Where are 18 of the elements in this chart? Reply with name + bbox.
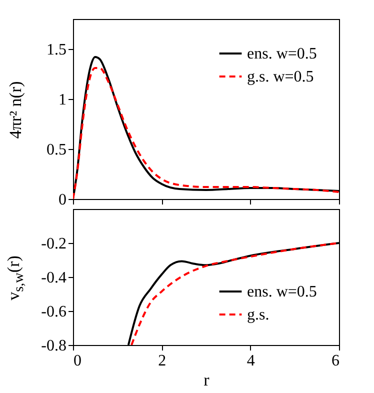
legend-label: g.s. w=0.5 (247, 68, 314, 86)
y-tick-label: -0.8 (41, 338, 66, 354)
y-tick-label: 0 (58, 192, 66, 208)
legend-label: ens. w=0.5 (247, 284, 317, 300)
x-axis-title: r (204, 370, 210, 390)
y-tick-label: 1.5 (46, 42, 66, 58)
x-tick-label: 2 (158, 352, 166, 370)
y-tick-label: -0.2 (41, 236, 66, 252)
y-tick-label: -0.4 (41, 270, 66, 286)
x-tick-label: 4 (246, 352, 255, 370)
y-tick-label: -0.6 (41, 304, 66, 320)
x-tick-label: 6 (332, 352, 340, 370)
y-tick-label: 0.5 (46, 142, 66, 158)
legend-label: g.s. (247, 306, 270, 324)
x-tick-label: 0 (74, 352, 82, 370)
y-axis-title: 4πr² n(r) (6, 80, 26, 138)
legend-label: ens. w=0.5 (247, 46, 317, 62)
y-tick-label: 1 (58, 92, 66, 108)
